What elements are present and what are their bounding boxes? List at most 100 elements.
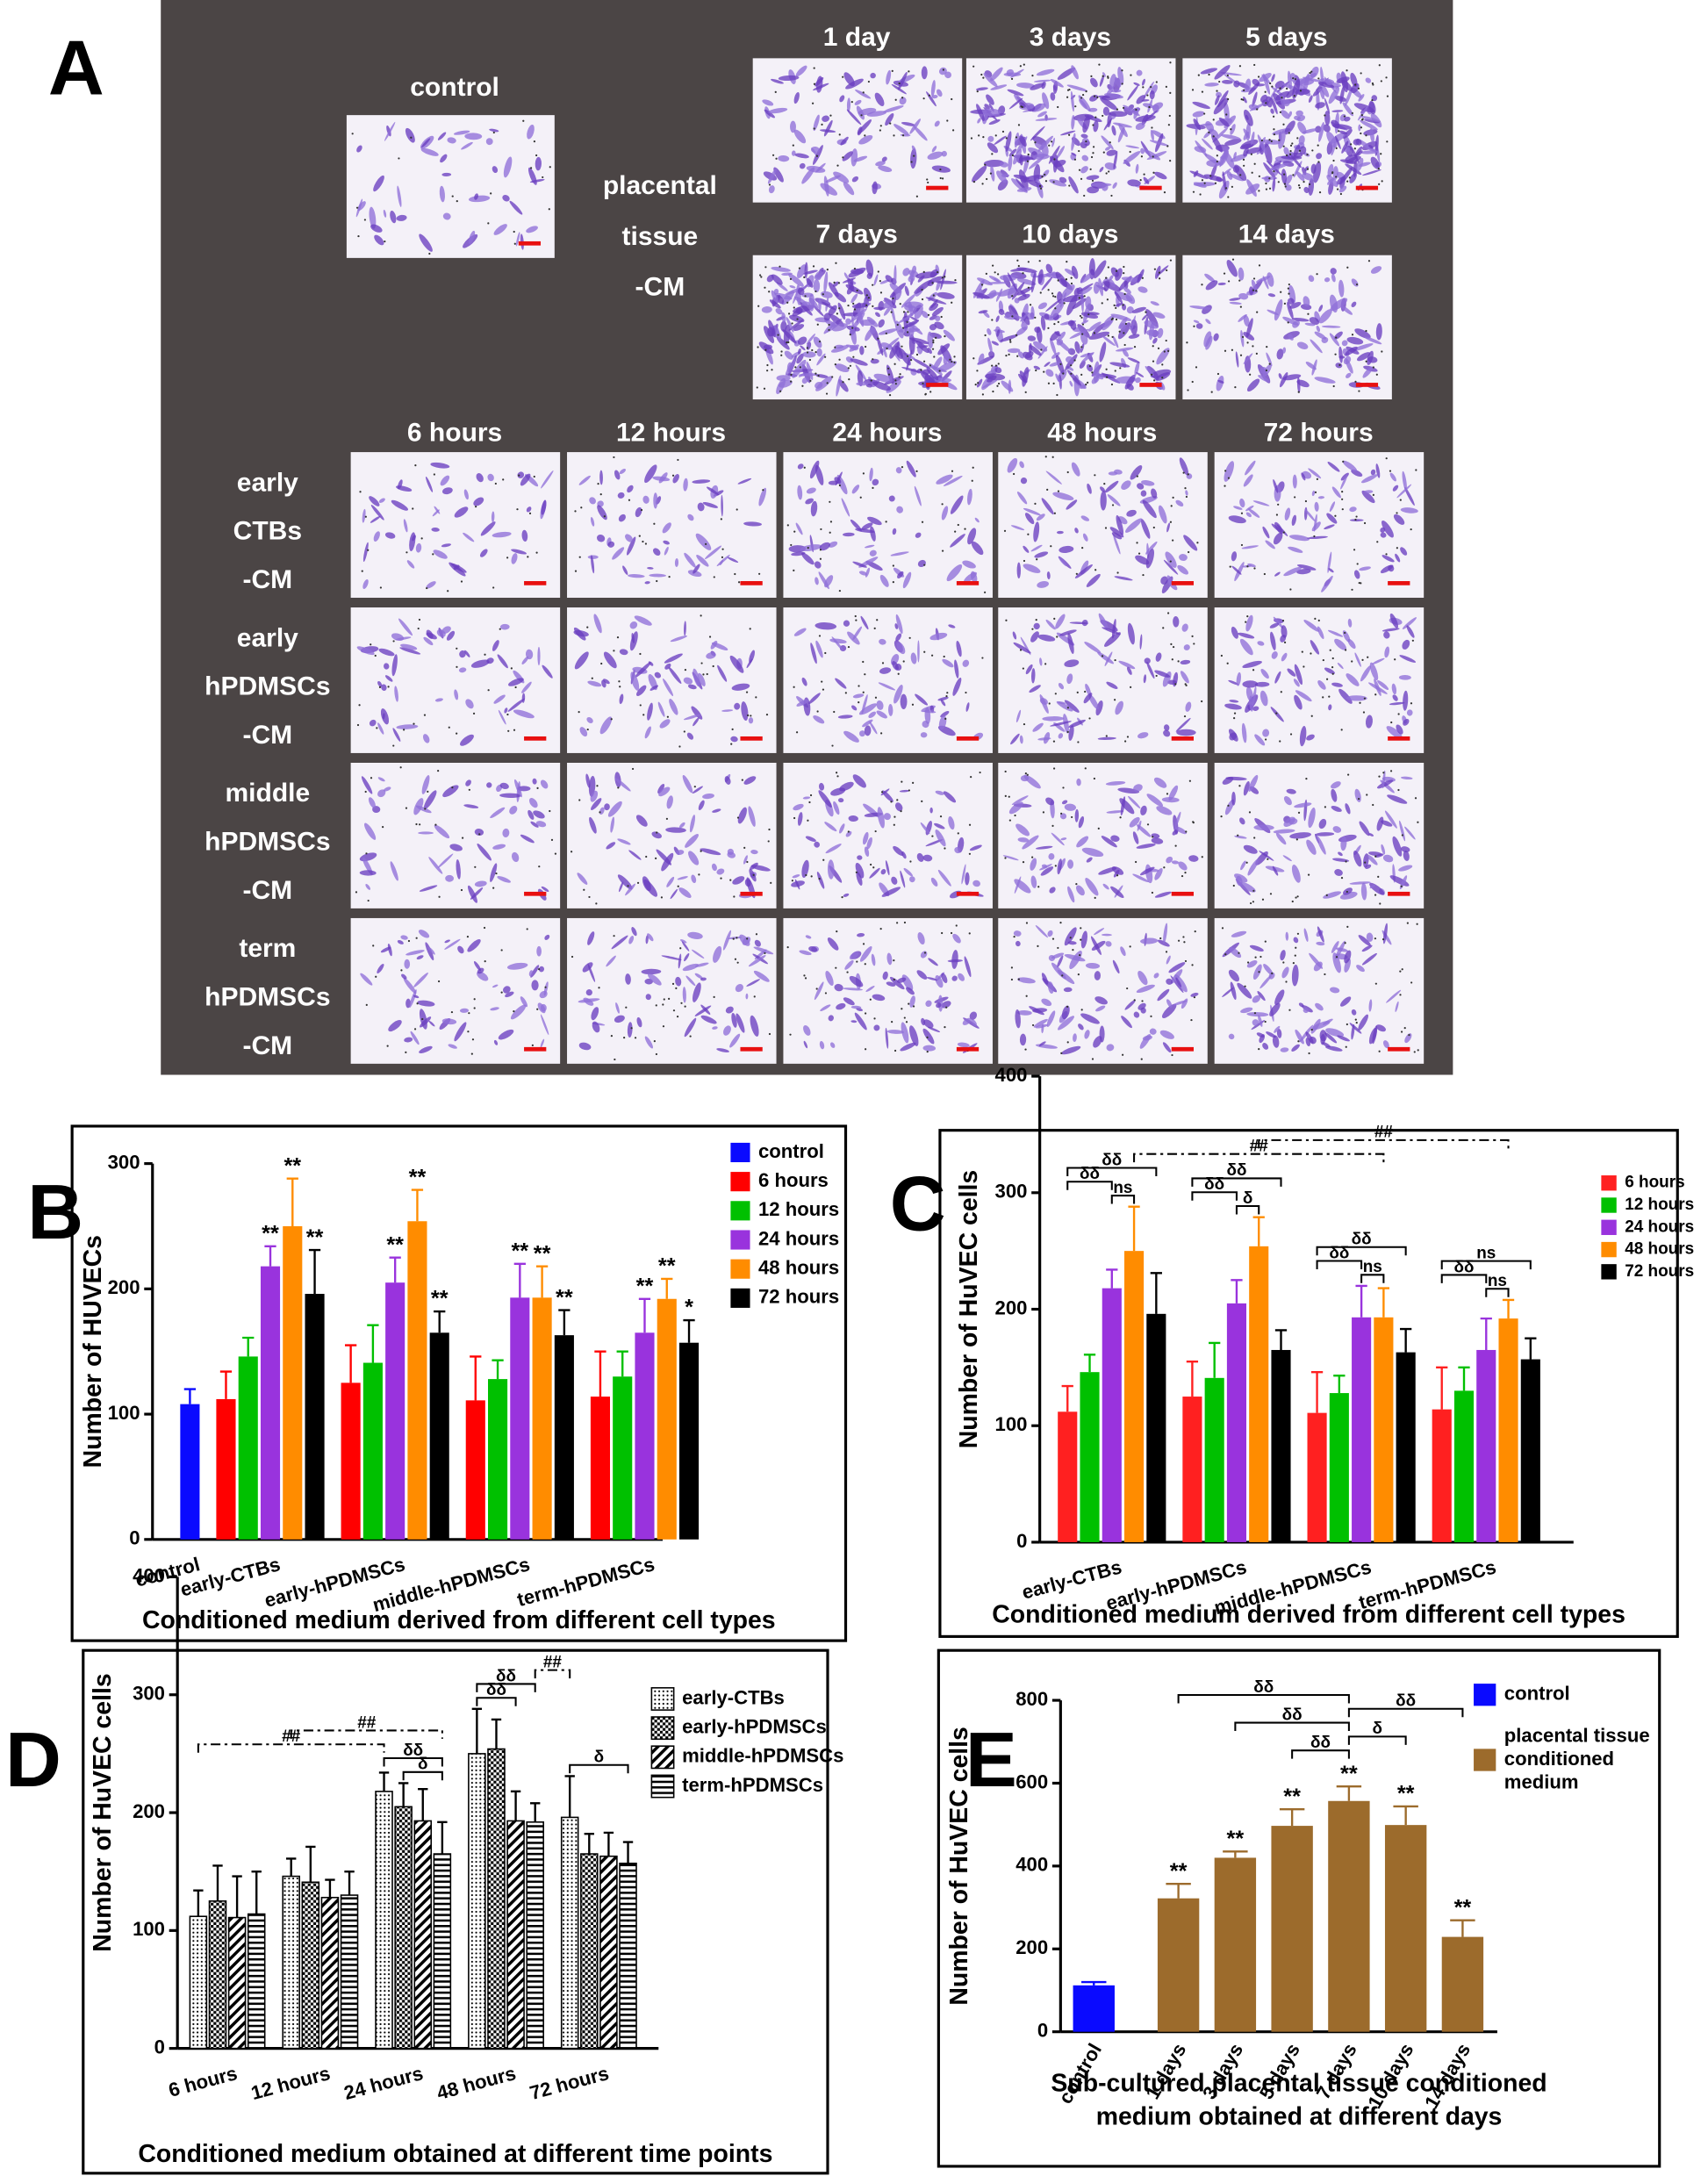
cell [1321,575,1333,592]
bar [1498,1318,1518,1542]
cell [405,950,425,956]
pore [410,136,413,139]
pore [1244,985,1246,987]
pore [1280,291,1282,293]
cell [1281,110,1290,119]
cell [819,1041,825,1050]
pore [1286,154,1288,157]
pore [1224,485,1226,487]
pore [1085,90,1087,93]
cell [768,185,775,194]
pore [1351,588,1353,591]
cell [823,320,836,334]
pore [764,952,766,955]
pore [483,926,486,930]
cell [1149,1028,1157,1035]
pore [1203,182,1206,184]
pore [379,586,383,589]
cell [499,782,509,790]
cell [862,719,873,728]
pore [1416,923,1418,925]
pore [1408,1034,1410,1037]
pore [1303,181,1305,183]
cell [1101,836,1117,848]
cell [1293,144,1301,157]
cell [791,551,806,557]
cell [527,809,535,820]
cell [1384,810,1397,829]
cell [1389,472,1396,482]
cell [1357,352,1371,362]
pore [1089,168,1092,171]
cell [1118,123,1128,138]
cell [851,312,865,330]
cell [1358,124,1361,132]
legend-label: placental tissue conditioned medium [1504,1724,1655,1792]
cell [823,119,833,137]
cell [1234,164,1247,181]
pore [1013,472,1015,476]
cell [995,326,1003,343]
cell [885,275,893,283]
pore [1191,380,1194,384]
pore [792,144,794,147]
cell [421,775,430,794]
cell [394,686,398,702]
cell [1069,328,1089,339]
bar [1214,1857,1257,2032]
pore [677,458,679,462]
cell [1326,175,1338,187]
pore [1417,821,1419,823]
cell [962,560,976,569]
cell [1133,784,1143,792]
cell [859,730,865,737]
pore [1093,332,1095,334]
pore [1280,691,1282,693]
cell [1228,679,1239,686]
cell [1166,522,1171,533]
cell [858,703,877,715]
cell [728,937,743,940]
cell [1228,1033,1235,1040]
pore [1052,295,1055,298]
pore [981,657,984,659]
pore [1355,1021,1358,1024]
cell [1314,377,1336,384]
cell [1346,372,1352,378]
panel-letter: D [5,1716,61,1803]
cell [1342,102,1353,117]
cell [1146,794,1164,807]
cell [425,942,434,961]
pore [415,937,418,939]
cell [940,269,946,291]
pore [627,885,629,887]
cell [362,542,369,562]
cell [1168,785,1179,801]
pore [671,474,675,477]
cell [1144,149,1161,161]
cell [691,706,703,720]
cell [1122,349,1129,357]
cell [931,146,937,153]
cell [1331,682,1343,687]
pore [893,823,895,826]
cell [1246,960,1258,968]
cell [1033,341,1048,352]
cell [1041,864,1048,868]
cell [1364,118,1380,124]
cell [1153,973,1159,979]
cell [1364,490,1374,494]
pore [1311,149,1314,152]
pore [1050,140,1053,143]
pore [1103,482,1106,485]
cell [643,879,658,897]
cell [843,532,855,537]
cell [377,963,384,973]
error-bar [535,1265,549,1298]
pore [950,931,953,935]
legend-label: 48 hours [758,1257,839,1279]
cell [952,933,961,944]
pore [1036,558,1038,561]
cell [589,497,596,505]
cell [1229,173,1245,182]
